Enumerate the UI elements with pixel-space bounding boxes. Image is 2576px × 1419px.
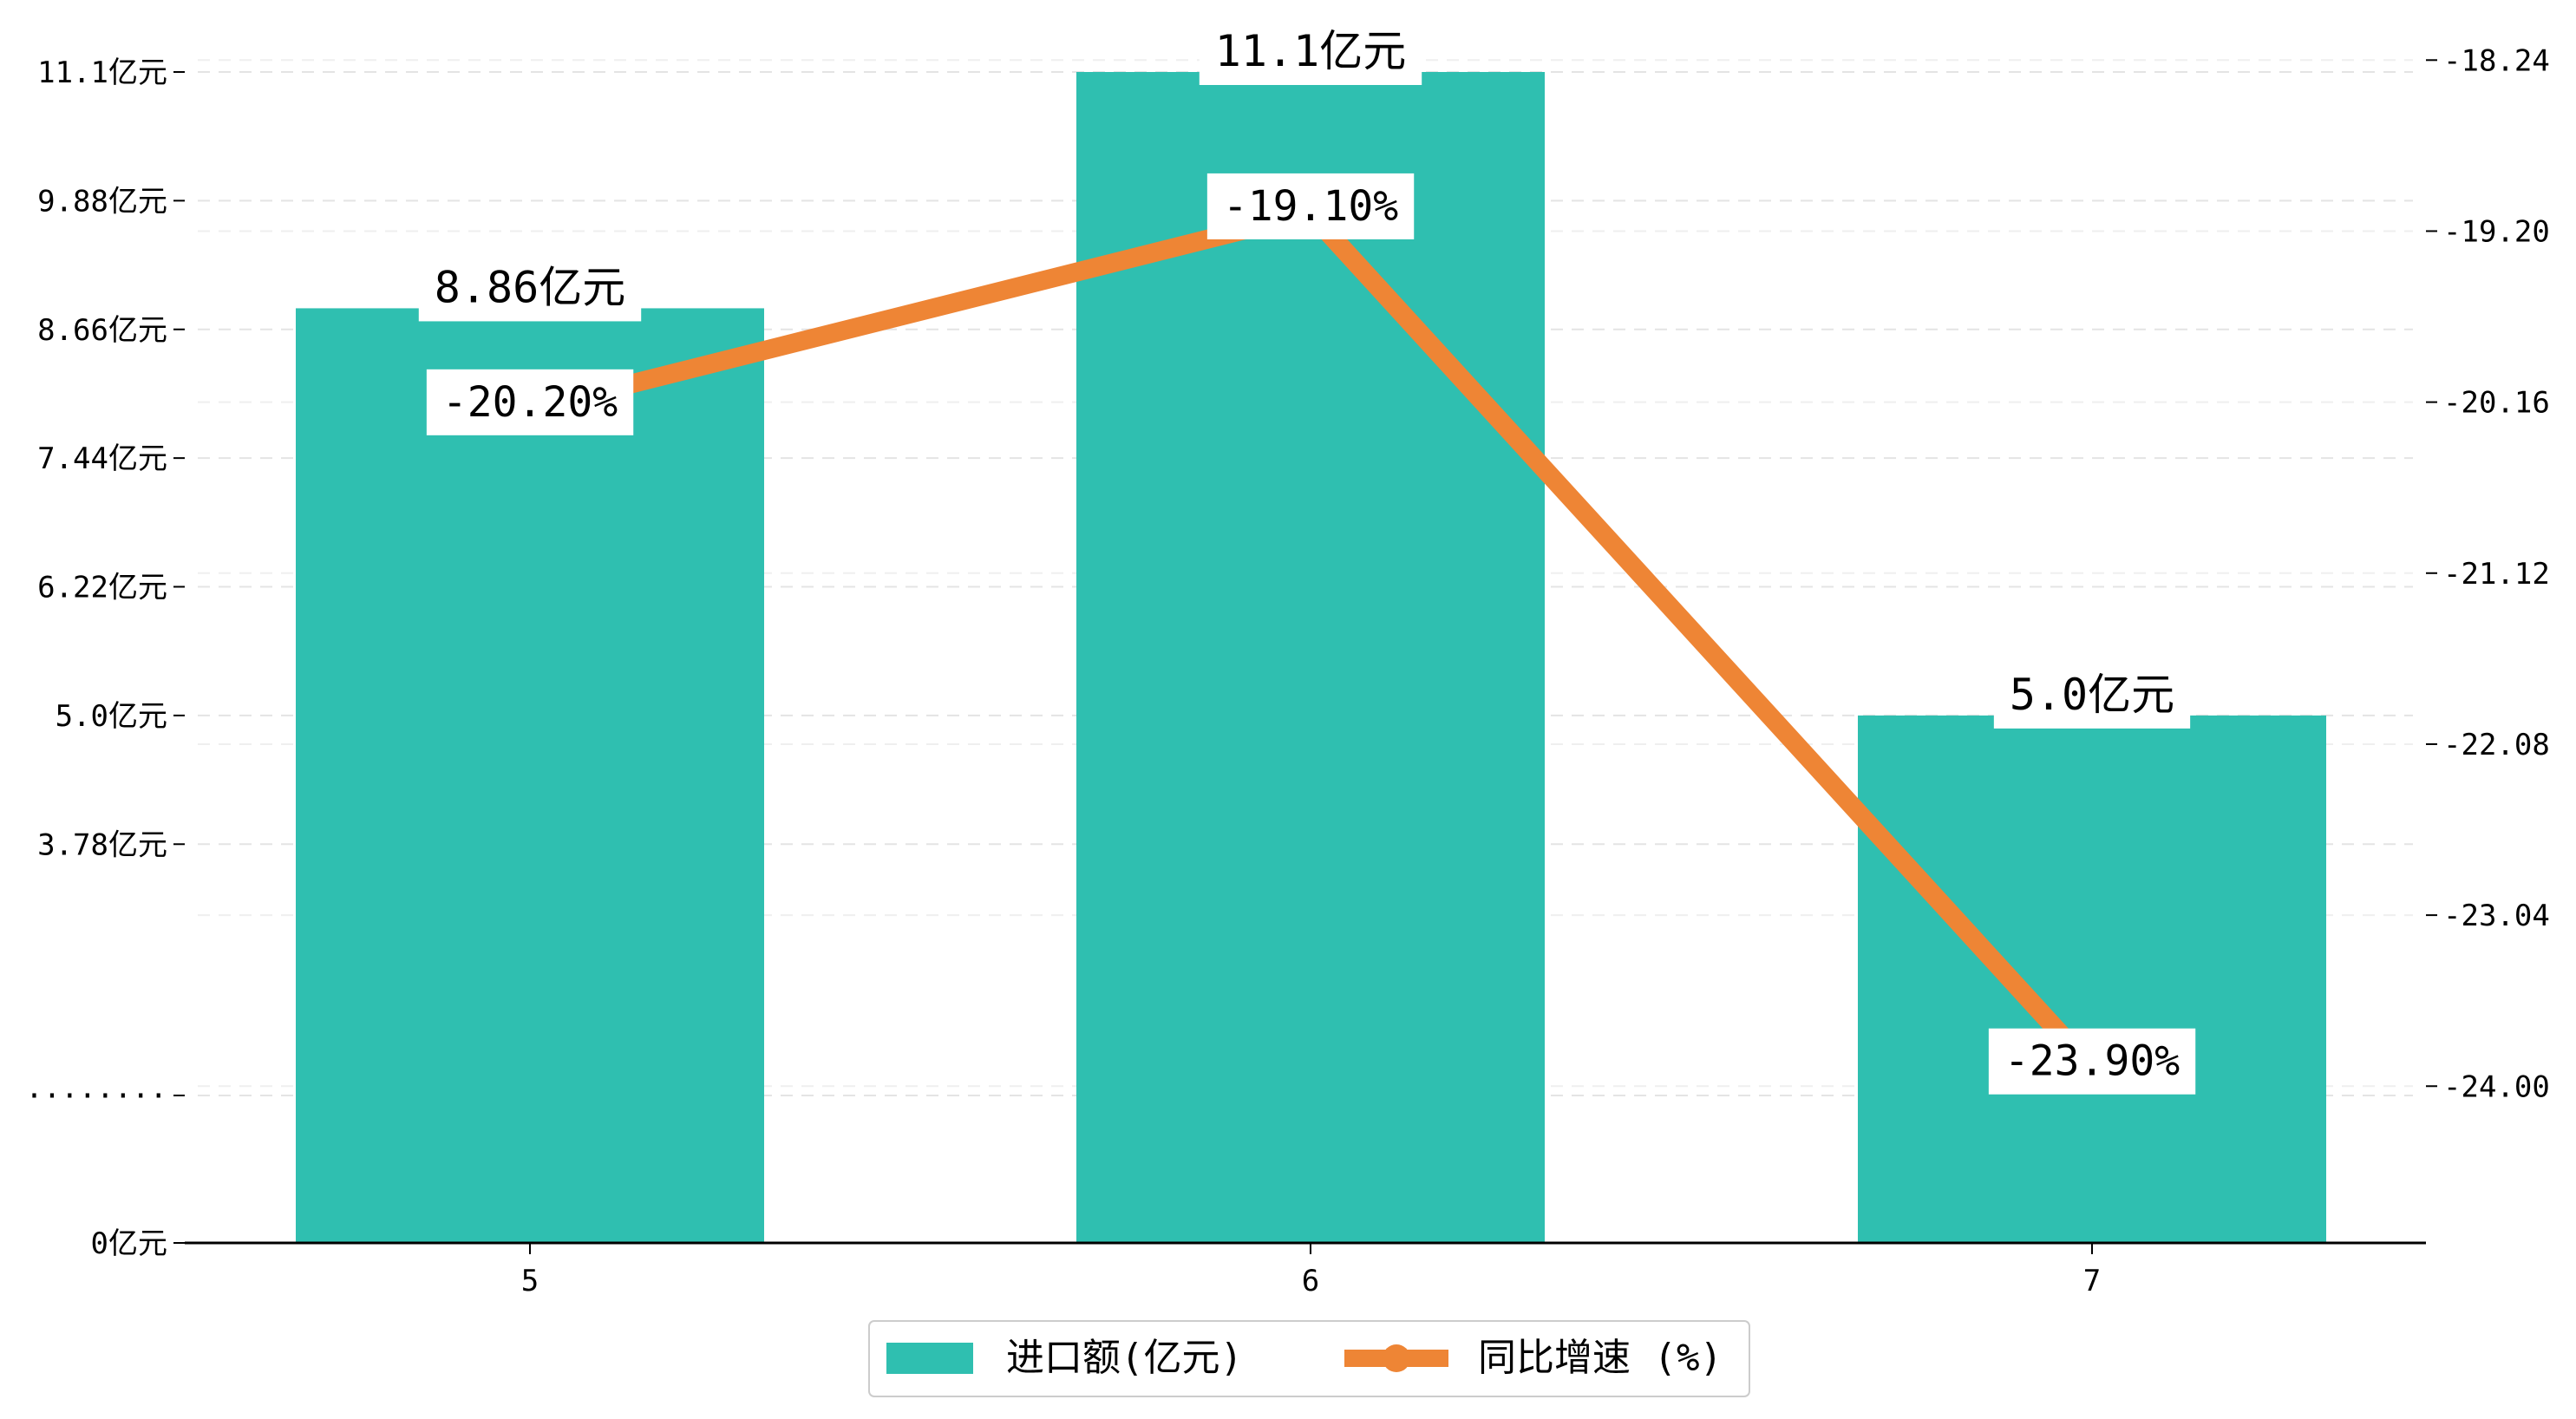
growth-value-label: -19.10% xyxy=(1223,182,1398,231)
left-tick-label: 7.44亿元 xyxy=(37,441,167,476)
left-axis: 0亿元 ········ 3.78亿元 5.0亿元 6.22亿元 7.44亿元 8.66亿元… xyxy=(25,56,185,1261)
left-tick-label: 6.22亿元 xyxy=(37,571,167,605)
right-tick-label: -19.20 xyxy=(2443,214,2550,249)
bar-value-label-group: 5.0亿元 xyxy=(1993,660,2191,729)
left-tick-label: 11.1亿元 xyxy=(37,56,167,90)
bar-value-label-group: 11.1亿元 xyxy=(1199,17,1422,85)
x-tick-label: 5 xyxy=(521,1264,539,1298)
growth-value-label: -20.20% xyxy=(442,378,618,427)
bar xyxy=(1076,72,1545,1243)
right-axis: -18.24 -19.20 -20.16 -21.12 -22.08 -23.04 -24.… xyxy=(2426,43,2550,1104)
bar-series xyxy=(296,72,2326,1244)
bar-value-label: 8.86亿元 xyxy=(435,262,625,312)
data-labels: 8.86亿元 11.1亿元 5.0亿元 -20.20% -19.10% -23.90% xyxy=(418,17,2196,1095)
growth-value-label-group: -20.20% xyxy=(426,369,634,435)
legend-box xyxy=(868,1320,1750,1397)
legend-swatch-bar xyxy=(886,1343,973,1374)
growth-value-label-group: -19.10% xyxy=(1206,173,1415,239)
left-tick-label: 9.88亿元 xyxy=(37,184,167,219)
right-tick-label: -21.12 xyxy=(2443,557,2550,592)
growth-value-label: -23.90% xyxy=(2004,1037,2180,1086)
right-tick-label: -23.04 xyxy=(2443,899,2550,933)
x-tick-label: 7 xyxy=(2083,1264,2101,1298)
bar-value-label-group: 8.86亿元 xyxy=(418,253,642,322)
left-tick-label: 5.0亿元 xyxy=(56,699,167,734)
left-tick-label: 0亿元 xyxy=(91,1226,167,1261)
legend-label-bar: 进口额(亿元) xyxy=(1006,1336,1243,1380)
bar-value-label-box xyxy=(1993,660,2191,729)
bar-value-label: 5.0亿元 xyxy=(2010,670,2174,720)
x-axis: 5 6 7 xyxy=(521,1243,2101,1298)
growth-value-label-group: -23.90% xyxy=(1988,1028,2196,1095)
left-tick-label: 8.66亿元 xyxy=(37,313,167,348)
bar xyxy=(1858,715,2326,1243)
legend-label-line: 同比增速 (%) xyxy=(1478,1336,1723,1380)
growth-value-label-box xyxy=(426,369,634,435)
growth-value-label-box xyxy=(1206,173,1415,239)
right-tick-label: -20.16 xyxy=(2443,386,2550,421)
growth-value-label-box xyxy=(1988,1028,2196,1095)
bar-value-label-box xyxy=(418,253,642,322)
bar xyxy=(296,308,764,1244)
bar-value-label: 11.1亿元 xyxy=(1215,26,1406,76)
right-tick-label: -18.24 xyxy=(2443,43,2550,78)
right-tick-label: -22.08 xyxy=(2443,728,2550,762)
legend: 进口额(亿元) 同比增速 (%) xyxy=(868,1320,1750,1397)
bar-value-label-box xyxy=(1199,17,1422,85)
x-tick-label: 6 xyxy=(1302,1264,1319,1298)
left-tick-label: ········ xyxy=(25,1079,167,1114)
left-tick-label: 3.78亿元 xyxy=(37,827,167,862)
legend-swatch-marker xyxy=(1383,1344,1410,1372)
right-tick-label: -24.00 xyxy=(2443,1069,2550,1104)
